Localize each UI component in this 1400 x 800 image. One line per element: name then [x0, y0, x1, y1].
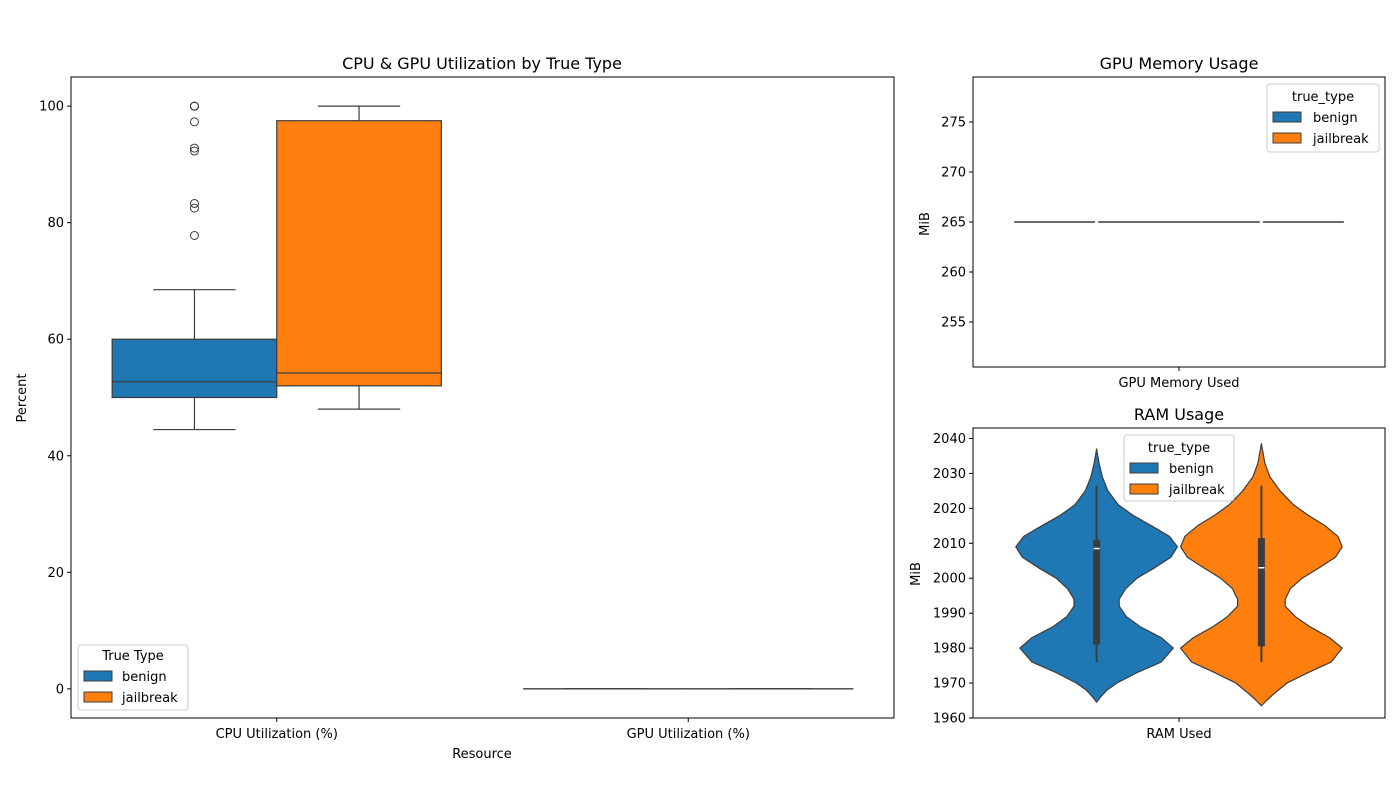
- gpu-memory-y-tick-label: 275: [941, 116, 966, 131]
- cpu-gpu-y-tick-label: 80: [47, 216, 64, 231]
- ram-usage-y-tick-label: 2020: [933, 502, 966, 517]
- box-benign-cpu-iqr: [111, 338, 278, 399]
- gpu-memory-plot-area: [1014, 220, 1344, 224]
- gpu-memory-y-axis-label: MiB: [918, 212, 933, 236]
- gpu-memory-y-tick-label: 260: [941, 266, 966, 281]
- gpu-memory-y-tick-label: 255: [941, 316, 966, 331]
- gpu-memory-legend-swatch-jailbreak: [1272, 132, 1302, 144]
- ram-usage-legend-label-benign: benign: [1169, 462, 1214, 477]
- ram-usage-legend-swatch-benign: [1129, 462, 1159, 474]
- cpu-gpu-y-tick-label: 60: [47, 333, 64, 348]
- cpu-gpu-legend-label-benign: benign: [122, 670, 167, 685]
- box-benign-cpu-outlier: [189, 146, 199, 156]
- gpu-memory-median-jailbreak: [1259, 220, 1263, 224]
- ram-usage-y-tick-label: 1980: [933, 642, 966, 657]
- cpu-gpu-legend-swatch-jailbreak: [83, 691, 113, 703]
- ram-usage-legend-title: true_type: [1148, 441, 1210, 456]
- ram-usage-y-tick-label: 1970: [933, 677, 966, 692]
- cpu-gpu-x-tick-label: GPU Utilization (%): [627, 727, 750, 742]
- cpu-gpu-legend-label-jailbreak: jailbreak: [121, 691, 178, 706]
- ram-usage-legend-label-jailbreak: jailbreak: [1168, 483, 1225, 498]
- cpu-gpu-y-tick-label: 100: [39, 100, 64, 115]
- ram-violin-benign-iqr: [1093, 539, 1101, 645]
- box-benign-cpu-outlier: [189, 143, 199, 153]
- ram-usage-y-tick-label: 1960: [933, 712, 966, 727]
- ram-violin-jailbreak-iqr: [1257, 538, 1265, 647]
- gpu-memory-panel: GPU Memory Usage 255 260 265 270 275 GPU Mem…: [918, 54, 1386, 391]
- cpu-gpu-y-ticks: 0 20 40 60 80 100: [39, 100, 71, 697]
- cpu-gpu-legend-title: True Type: [101, 649, 164, 664]
- box-benign-cpu-outlier: [189, 198, 199, 208]
- ram-usage-y-ticks: 1960 1970 1980 1990 2000 2010 2020 2030 2040: [933, 432, 973, 727]
- gpu-memory-legend-label-benign: benign: [1313, 111, 1358, 126]
- gpu-memory-chart-title: GPU Memory Usage: [1100, 54, 1259, 73]
- cpu-gpu-x-axis-label: Resource: [452, 747, 512, 762]
- ram-usage-y-axis-label: MiB: [909, 562, 924, 586]
- box-benign-cpu-outlier: [189, 231, 199, 241]
- ram-usage-y-tick-label: 1990: [933, 607, 966, 622]
- gpu-memory-y-tick-label: 265: [941, 216, 966, 231]
- ram-usage-plot-area: [1015, 443, 1343, 707]
- ram-usage-y-tick-label: 2030: [933, 467, 966, 482]
- gpu-memory-x-ticks: GPU Memory Used: [1118, 367, 1240, 391]
- gpu-memory-legend-label-jailbreak: jailbreak: [1312, 132, 1369, 147]
- box-benign-cpu-outlier: [189, 203, 199, 213]
- cpu-gpu-legend: True Type benign jailbreak: [77, 644, 189, 711]
- gpu-memory-median-benign: [1095, 220, 1099, 224]
- box-benign-cpu-outlier: [189, 101, 199, 111]
- gpu-memory-legend-swatch-benign: [1272, 111, 1302, 123]
- ram-usage-legend-swatch-jailbreak: [1129, 483, 1159, 495]
- ram-usage-y-tick-label: 2010: [933, 537, 966, 552]
- gpu-memory-x-tick-label: GPU Memory Used: [1118, 376, 1239, 391]
- box-benign-cpu-outlier: [189, 117, 199, 127]
- cpu-gpu-plot-frame: [70, 76, 895, 719]
- cpu-gpu-plot-area: [111, 101, 854, 690]
- ram-usage-x-tick-label: RAM Used: [1146, 727, 1211, 742]
- cpu-gpu-x-ticks: CPU Utilization (%) GPU Utilization (%): [216, 718, 750, 742]
- gpu-memory-legend-title: true_type: [1292, 90, 1354, 105]
- ram-usage-chart-title: RAM Usage: [1134, 405, 1224, 424]
- ram-usage-x-ticks: RAM Used: [1146, 718, 1212, 742]
- gpu-memory-legend: true_type benign jailbreak: [1266, 83, 1380, 153]
- cpu-gpu-y-axis-label: Percent: [15, 374, 30, 423]
- ram-usage-legend: true_type benign jailbreak: [1123, 434, 1235, 502]
- box-jailbreak-cpu-iqr: [276, 120, 442, 387]
- ram-usage-y-tick-label: 2000: [933, 572, 966, 587]
- cpu-gpu-y-tick-label: 40: [47, 449, 64, 464]
- cpu-gpu-chart-title: CPU & GPU Utilization by True Type: [342, 54, 622, 73]
- gpu-memory-y-tick-label: 270: [941, 166, 966, 181]
- cpu-gpu-y-tick-label: 0: [56, 682, 64, 697]
- cpu-gpu-legend-swatch-benign: [83, 670, 113, 682]
- ram-usage-y-tick-label: 2040: [933, 432, 966, 447]
- gpu-memory-y-ticks: 255 260 265 270 275: [941, 116, 973, 331]
- cpu-gpu-y-tick-label: 20: [47, 566, 64, 581]
- cpu-gpu-x-tick-label: CPU Utilization (%): [216, 727, 338, 742]
- ram-usage-panel: RAM Usage 1960 1970 1980 1990 2000 2010 2020 20…: [909, 405, 1386, 742]
- cpu-gpu-boxplot-panel: CPU & GPU Utilization by True Type 0 20 40…: [15, 54, 895, 762]
